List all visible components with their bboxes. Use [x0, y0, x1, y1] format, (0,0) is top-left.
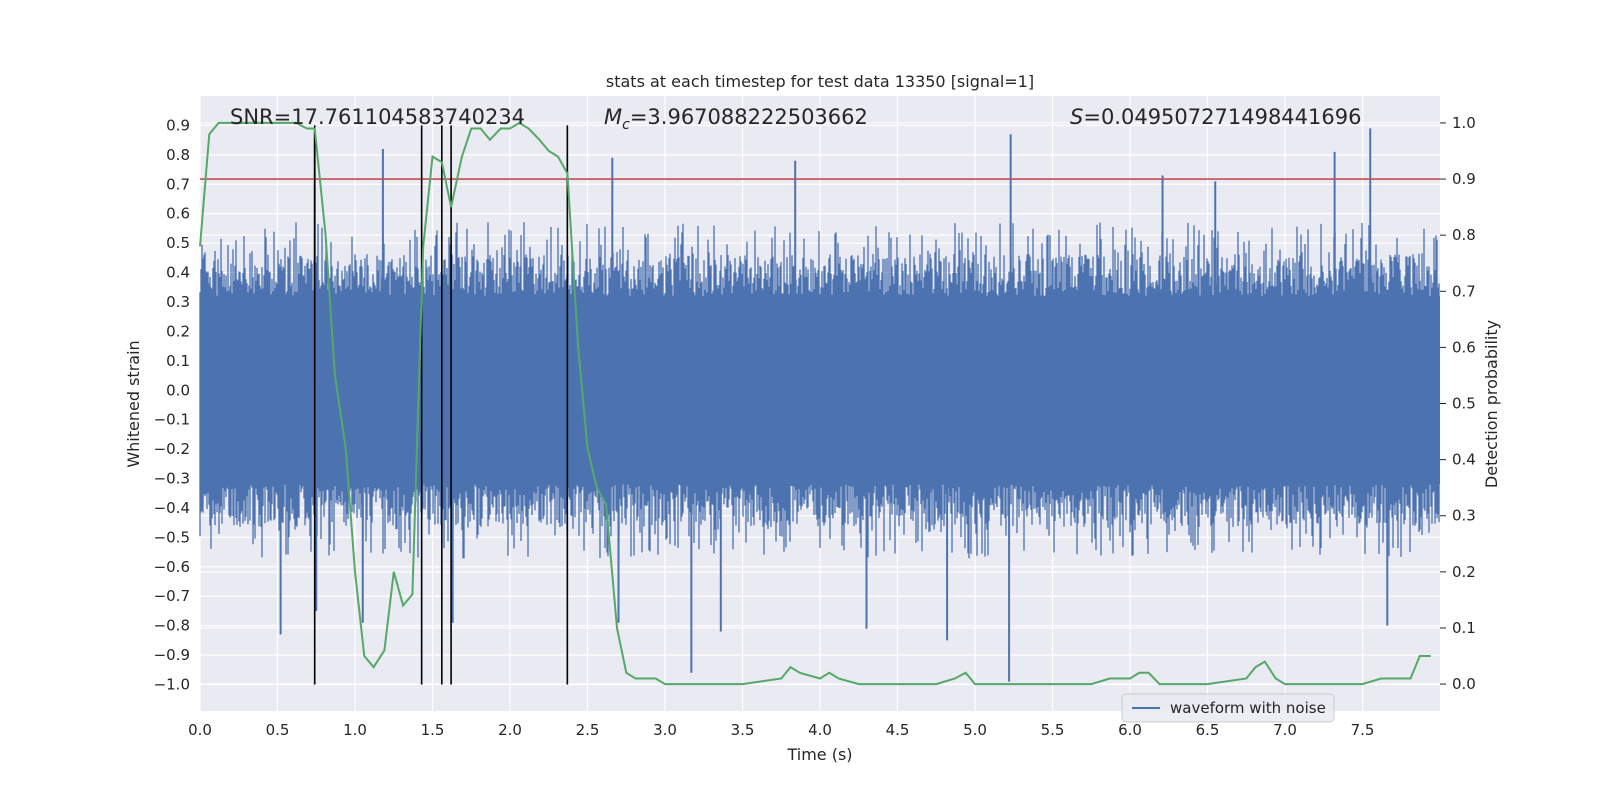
probability-line [199, 121, 1431, 686]
x-tick-label: 1.5 [421, 721, 445, 739]
y-tick-label: −0.4 [154, 499, 190, 517]
legend: waveform with noise [1121, 693, 1335, 723]
y-tick-label: −0.1 [154, 411, 190, 429]
y-tick-label: 0.6 [166, 205, 190, 223]
y-axis-label: Whitened strain [124, 340, 143, 467]
x-tick-label: 3.5 [731, 721, 755, 739]
y-tick-label: −0.6 [154, 558, 190, 576]
x-tick-label: 2.0 [498, 721, 522, 739]
waveform-layer [199, 128, 1440, 682]
x-axis-label: Time (s) [786, 745, 852, 764]
chart-title: stats at each timestep for test data 133… [606, 72, 1034, 91]
tick-layer: 0.0 0.5 1.0 1.5 2.0 2.5 3.0 3.5 4.0 4.5 5.0 5.5 6.0 6… [154, 114, 1476, 739]
y-tick-label: 0.1 [166, 352, 190, 370]
mc-value: =3.967088222503662 [630, 105, 868, 129]
y-tick-label: −0.5 [154, 528, 190, 546]
x-tick-label: 3.0 [653, 721, 677, 739]
x-tick-label: 2.5 [576, 721, 600, 739]
y2-tick-label: 0.3 [1452, 507, 1476, 525]
y2-tick-label: 0.4 [1452, 451, 1476, 469]
y-tick-label: −0.9 [154, 646, 190, 664]
y2-tick-label: 0.6 [1452, 338, 1476, 356]
x-tick-label: 4.5 [886, 721, 910, 739]
x-tick-label: 6.0 [1118, 721, 1142, 739]
y-tick-label: 0.9 [166, 116, 190, 134]
s-annotation: S=0.0495072714984416​96 [1070, 105, 1361, 129]
x-tick-label: 0.0 [188, 721, 212, 739]
y-tick-label: −0.3 [154, 470, 190, 488]
waveform-core [200, 296, 1440, 485]
y-tick-label: −1.0 [154, 676, 190, 694]
y2-tick-label: 0.7 [1452, 282, 1476, 300]
s-symbol: S [1070, 105, 1083, 129]
y2-tick-label: 1.0 [1452, 114, 1476, 132]
x-tick-label: 7.0 [1273, 721, 1297, 739]
y2-tick-label: 0.8 [1452, 226, 1476, 244]
legend-box [1121, 693, 1335, 723]
mc-annotation: Mc=3.967088222503662 [604, 105, 868, 133]
mc-subscript: c [622, 117, 630, 133]
x-tick-label: 0.5 [266, 721, 290, 739]
x-tick-label: 5.0 [963, 721, 987, 739]
marker-layer [313, 125, 569, 685]
y-tick-label: 0.8 [166, 146, 190, 164]
s-value: =0.0495072714984416​96 [1083, 105, 1361, 129]
y2-axis-label: Detection probability [1482, 320, 1501, 488]
y2-tick-label: 0.9 [1452, 170, 1476, 188]
y-tick-label: 0.0 [166, 381, 190, 399]
y2-tick-label: 0.0 [1452, 675, 1476, 693]
y2-tick-label: 0.2 [1452, 563, 1476, 581]
y-tick-label: −0.2 [154, 440, 190, 458]
y-tick-label: 0.2 [166, 322, 190, 340]
y-tick-label: 0.4 [166, 264, 190, 282]
x-tick-label: 7.5 [1351, 721, 1375, 739]
y2-tick-label: 0.5 [1452, 395, 1476, 413]
y-tick-label: 0.7 [166, 175, 190, 193]
snr-annotation: SNR=17.761104583740234 [230, 105, 525, 129]
y-tick-label: 0.5 [166, 234, 190, 252]
x-tick-label: 5.5 [1041, 721, 1065, 739]
probability-layer [199, 121, 1431, 686]
y-tick-label: 0.3 [166, 293, 190, 311]
mc-symbol: M [604, 105, 622, 129]
x-tick-label: 1.0 [343, 721, 367, 739]
x-tick-label: 6.5 [1196, 721, 1220, 739]
legend-label: waveform with noise [1170, 699, 1326, 717]
x-tick-label: 4.0 [808, 721, 832, 739]
y-tick-label: −0.8 [154, 617, 190, 635]
y2-tick-label: 0.1 [1452, 619, 1476, 637]
y-tick-label: −0.7 [154, 587, 190, 605]
